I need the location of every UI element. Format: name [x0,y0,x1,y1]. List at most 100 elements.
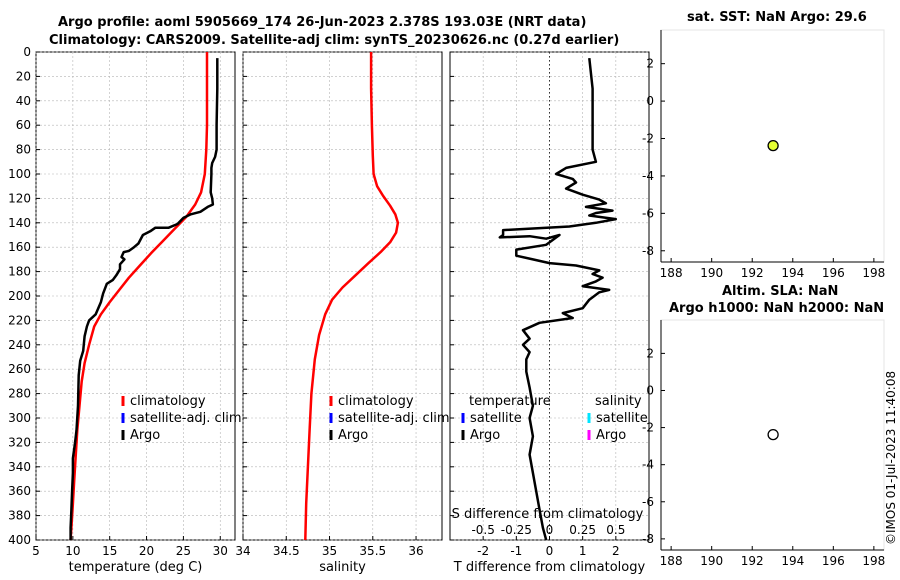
sst-map-x-tick-label: 196 [822,266,845,280]
sla-map-y-tick-label: 2 [646,346,654,360]
sla-map-x-tick-label: 188 [660,554,683,568]
salinity-legend-2-label: Argo [338,428,368,443]
salinity-x-tick-label: 34 [235,544,250,558]
sst-map-y-tick-label: -8 [642,244,654,258]
salinity-difference-tick-label: 0.5 [606,523,625,537]
sla-map-x-tick-label: 198 [862,554,885,568]
depth-tick-label: 40 [16,94,31,108]
sla-map-x-tick-label: 192 [741,554,764,568]
salinity-difference-tick-label: 0 [546,523,554,537]
depth-tick-label: 200 [8,289,31,303]
sst-map-y-tick-label: -2 [642,132,654,146]
salinity-x-axis-label: salinity [319,560,366,575]
difference-x-tick-label: 0 [546,544,554,558]
salinity-x-tick-label: 35 [322,544,337,558]
depth-tick-label: 220 [8,313,31,327]
salinity-difference-axis-label: S difference from climatology [452,507,644,522]
salinity-x-tick-label: 36 [408,544,423,558]
temperature-climatology-line [69,52,209,541]
temperature-x-tick-label: 25 [176,544,191,558]
temperature-x-tick-label: 10 [65,544,80,558]
depth-tick-label: 100 [8,167,31,181]
depth-tick-label: 280 [8,387,31,401]
sla-map-y-tick-label: -6 [642,495,654,509]
depth-tick-label: 160 [8,240,31,254]
difference-legend-temp-satellite-label: satellite [470,411,522,426]
temperature-x-tick-label: 30 [213,544,228,558]
depth-tick-label: 300 [8,411,31,425]
temperature-legend-0-label: climatology [130,394,206,409]
sla-map-argo-marker [767,428,779,441]
sst-map-x-tick-label: 198 [862,266,885,280]
depth-tick-label: 0 [23,45,31,59]
difference-legend-temp-argo-label: Argo [470,428,500,443]
depth-tick-label: 380 [8,509,31,523]
depth-tick-label: 60 [16,118,31,132]
sst-map-axes: 2 0 -2 -4 -6 -8 188 190 192 194 196 198 [642,29,885,280]
difference-legend-temperature-header: temperature [469,394,551,409]
depth-tick-label: 20 [16,69,31,83]
difference-x-tick-label: 2 [612,544,620,558]
temperature-legend-2-label: Argo [130,428,160,443]
temperature-axes: 0 20 40 60 80 100 120 140 160 180 200 220 240 260 280 3… [8,45,242,575]
temperature-x-axis-label: temperature (deg C) [69,560,203,575]
sla-map-title-line2: Argo h1000: NaN h2000: NaN [669,301,885,316]
temperature-x-tick-label: 5 [32,544,40,558]
sla-map-axes: 2 0 -2 -4 -6 -8 188 190 192 194 196 198 [642,319,885,568]
salinity-climatology-line [304,52,400,541]
temperature-difference-axis-label: T difference from climatology [453,560,646,575]
salinity-axes: 34 34.5 35 35.5 36 salinity climatology satelli… [235,51,450,575]
depth-tick-label: 360 [8,484,31,498]
sla-map-title-line1: Altim. SLA: NaN [722,284,839,299]
sla-map-y-tick-label: -2 [642,421,654,435]
sst-map-y-tick-label: -4 [642,169,654,183]
difference-legend-sal-satellite-label: satellite [596,411,648,426]
depth-tick-label: 120 [8,191,31,205]
sla-map-y-tick-label: 0 [646,383,654,397]
sst-map-title: sat. SST: NaN Argo: 29.6 [687,10,867,25]
salinity-legend-1-label: satellite-adj. clim [338,411,450,426]
sst-map-y-tick-label: -6 [642,206,654,220]
salinity-x-tick-label: 35.5 [359,544,386,558]
temperature-x-tick-label: 15 [102,544,117,558]
salinity-difference-tick-label: 0.25 [569,523,596,537]
sla-map-x-tick-label: 190 [700,554,723,568]
temperature-argo-line [69,58,219,540]
temperature-x-tick-label: 20 [139,544,154,558]
sst-map-x-tick-label: 188 [660,266,683,280]
difference-axes: -2 -1 0 1 2 T difference from climatology S di… [449,51,650,575]
depth-tick-label: 180 [8,265,31,279]
imos-timestamp-watermark: ©IMOS 01-Jul-2023 11:40:08 [884,371,898,545]
figure-title-line2: Climatology: CARS2009. Satellite-adj cli… [49,33,620,48]
difference-x-tick-label: -2 [477,544,489,558]
depth-tick-label: 340 [8,460,31,474]
sst-map-y-tick-label: 2 [646,57,654,71]
depth-tick-label: 240 [8,338,31,352]
sla-map-y-tick-label: -8 [642,532,654,546]
sst-map-y-tick-label: 0 [646,94,654,108]
salinity-difference-tick-label: -0.5 [471,523,494,537]
depth-tick-label: 400 [8,533,31,547]
salinity-difference-tick-label: -0.25 [501,523,532,537]
sst-map-x-tick-label: 190 [700,266,723,280]
figure-title-line1: Argo profile: aoml 5905669_174 26-Jun-20… [58,15,587,30]
sst-map-argo-marker [767,139,779,152]
depth-tick-label: 260 [8,362,31,376]
salinity-legend-0-label: climatology [338,394,414,409]
sst-map-x-tick-label: 194 [781,266,804,280]
sla-map-y-tick-label: -4 [642,458,654,472]
depth-tick-label: 140 [8,216,31,230]
difference-x-tick-label: 1 [579,544,587,558]
depth-tick-label: 80 [16,143,31,157]
depth-tick-label: 320 [8,435,31,449]
sla-map-x-tick-label: 196 [822,554,845,568]
sst-map-x-tick-label: 192 [741,266,764,280]
temperature-difference-argo-line [498,57,618,541]
salinity-x-tick-label: 34.5 [273,544,300,558]
difference-legend-sal-argo-label: Argo [596,428,626,443]
sla-map-x-tick-label: 194 [781,554,804,568]
difference-x-tick-label: -1 [510,544,522,558]
difference-legend-salinity-header: salinity [595,394,642,409]
temperature-legend-1-label: satellite-adj. clim [130,411,242,426]
